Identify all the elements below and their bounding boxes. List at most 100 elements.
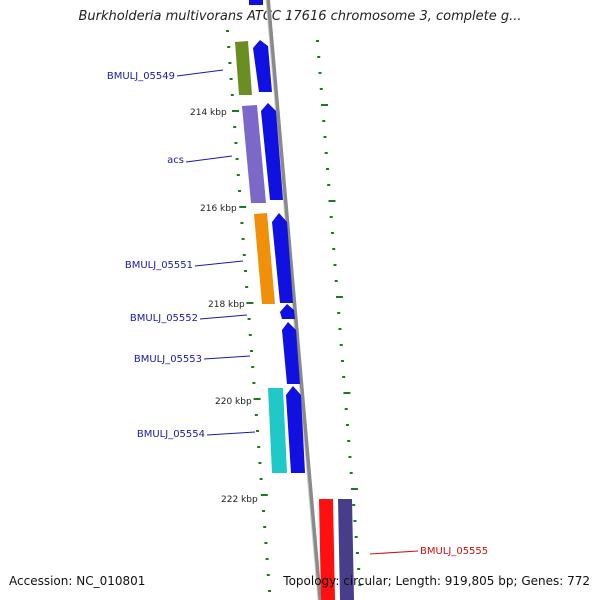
minor-tick — [230, 94, 234, 96]
tick-marks — [226, 30, 362, 592]
minor-tick — [332, 248, 336, 250]
scale-label-220: 220 kbp — [215, 397, 252, 407]
minor-tick — [257, 446, 261, 448]
scale-label-214: 214 kbp — [190, 108, 227, 118]
major-tick — [239, 206, 247, 208]
scale-label-218: 218 kbp — [208, 300, 245, 310]
cds-arrow-acs[interactable] — [261, 103, 283, 200]
minor-tick — [322, 120, 326, 122]
gene-label-acs[interactable]: acs — [167, 155, 184, 166]
minor-tick — [238, 190, 241, 192]
minor-tick — [316, 40, 319, 42]
minor-tick — [340, 360, 344, 362]
minor-tick — [258, 462, 262, 464]
minor-tick — [236, 174, 240, 176]
minor-tick — [250, 350, 253, 352]
cog-feature-BMULJ_05551[interactable] — [254, 213, 275, 304]
map-title: Burkholderia multivorans ATCC 17616 chro… — [78, 9, 522, 24]
leader-line-BMULJ_05552 — [199, 314, 248, 320]
minor-tick — [244, 270, 247, 272]
minor-tick — [330, 232, 334, 234]
gene-label-BMULJ_05554[interactable]: BMULJ_05554 — [137, 429, 205, 440]
minor-tick — [319, 88, 323, 90]
minor-tick — [254, 414, 258, 416]
cds-arrow-BMULJ_05551[interactable] — [272, 213, 293, 303]
minor-tick — [345, 424, 349, 426]
cog-feature-BMULJ_05554[interactable] — [268, 388, 287, 473]
cds-feature-top[interactable] — [249, 0, 263, 5]
minor-tick — [344, 408, 348, 410]
minor-tick — [324, 152, 328, 154]
cog-feature-BMULJ_05555[interactable] — [319, 499, 335, 600]
minor-tick — [325, 168, 329, 170]
leader-line-BMULJ_05551 — [194, 260, 244, 267]
scale-label-222: 222 kbp — [221, 495, 258, 505]
minor-tick — [347, 440, 351, 442]
major-tick — [335, 296, 343, 298]
minor-tick — [229, 78, 233, 80]
minor-tick — [227, 46, 231, 48]
minor-tick — [241, 238, 245, 240]
minor-tick — [228, 62, 232, 64]
minor-tick — [245, 286, 249, 288]
gene-label-BMULJ_05553[interactable]: BMULJ_05553 — [134, 354, 202, 365]
minor-tick — [242, 254, 246, 256]
gene-label-BMULJ_05549[interactable]: BMULJ_05549 — [107, 71, 175, 82]
minor-tick — [355, 552, 359, 554]
gene-label-BMULJ_05551[interactable]: BMULJ_05551 — [125, 260, 193, 271]
minor-tick — [240, 222, 244, 224]
minor-tick — [349, 472, 353, 474]
major-tick — [232, 110, 239, 112]
leader-line-BMULJ_05549 — [176, 69, 224, 77]
minor-tick — [268, 590, 271, 592]
minor-tick — [235, 158, 239, 160]
minor-tick — [233, 126, 237, 128]
minor-tick — [251, 366, 255, 368]
cds-arrow-BMULJ_05552[interactable] — [280, 304, 295, 319]
cds-arrow-BMULJ_05554[interactable] — [286, 386, 305, 473]
minor-tick — [339, 344, 343, 346]
minor-tick — [337, 312, 341, 314]
cog-feature-BMULJ_05549[interactable] — [235, 41, 252, 95]
topology-summary: Topology: circular; Length: 919,805 bp; … — [283, 574, 590, 588]
scale-label-216: 216 kbp — [200, 204, 237, 214]
leader-line-BMULJ_05555 — [369, 550, 419, 555]
minor-tick — [247, 318, 251, 320]
minor-tick — [226, 30, 229, 32]
minor-tick — [327, 184, 331, 186]
minor-tick — [352, 504, 356, 506]
cog-feature-BMULJ_05555-b[interactable] — [338, 499, 354, 600]
major-tick — [260, 494, 268, 496]
major-tick — [253, 398, 261, 400]
major-tick — [343, 392, 351, 394]
minor-tick — [266, 574, 270, 576]
gene-label-BMULJ_05552[interactable]: BMULJ_05552 — [130, 313, 198, 324]
minor-tick — [264, 542, 268, 544]
major-tick — [320, 104, 328, 106]
minor-tick — [342, 376, 346, 378]
minor-tick — [323, 136, 327, 138]
major-tick — [350, 488, 358, 490]
minor-tick — [348, 456, 352, 458]
cds-arrow-BMULJ_05549[interactable] — [253, 40, 272, 92]
minor-tick — [338, 328, 342, 330]
cds-arrow-BMULJ_05553[interactable] — [282, 322, 300, 384]
minor-tick — [234, 142, 238, 144]
minor-tick — [263, 526, 267, 528]
minor-tick — [262, 510, 265, 512]
minor-tick — [317, 56, 321, 58]
leader-line-BMULJ_05554 — [206, 431, 256, 436]
leader-line-acs — [185, 155, 233, 163]
major-tick — [328, 200, 336, 202]
accession-text: Accession: NC_010801 — [9, 574, 146, 588]
major-tick — [246, 302, 254, 304]
minor-tick — [353, 520, 357, 522]
minor-tick — [354, 536, 358, 538]
minor-tick — [259, 478, 263, 480]
gene-label-BMULJ_05555[interactable]: BMULJ_05555 — [420, 546, 488, 557]
minor-tick — [252, 382, 256, 384]
minor-tick — [256, 430, 259, 432]
minor-tick — [357, 568, 361, 570]
cog-feature-acs[interactable] — [242, 105, 266, 203]
